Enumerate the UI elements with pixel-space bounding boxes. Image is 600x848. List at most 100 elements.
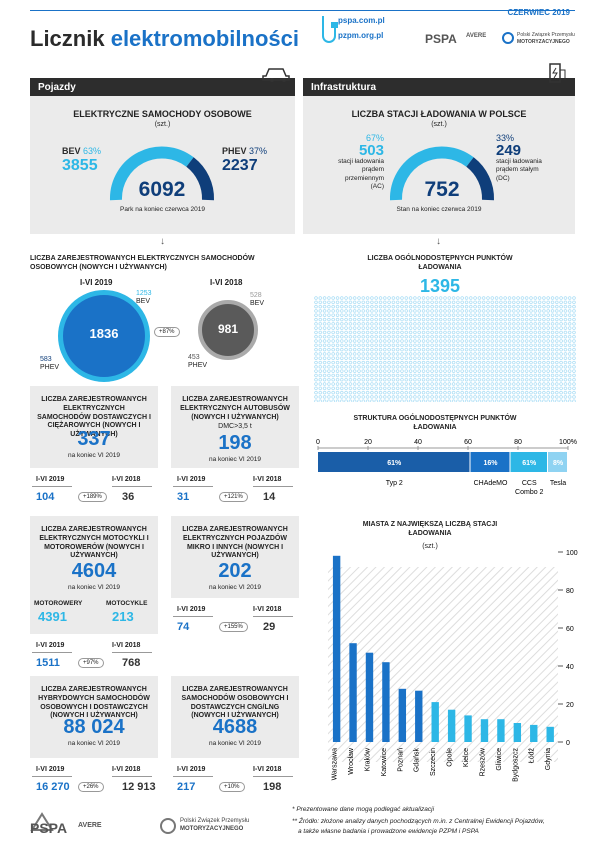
stations-gauge [389, 146, 494, 201]
card-title: LICZBA ZAREJESTROWANYCH SAMOCHODÓW OSOBO… [181, 686, 289, 720]
card-growth: +10% [219, 782, 245, 792]
card-title: LICZBA ZAREJESTROWANYCH HYBRYDOWYCH SAMO… [38, 686, 150, 720]
registered-year-2019: I-VI 2019 [80, 278, 113, 287]
ac-pct: 67% [365, 133, 384, 143]
cities-bar [497, 719, 505, 742]
structure-tick: 40 [414, 439, 422, 446]
dc-pct: 33% [496, 133, 515, 143]
logo-pzpm-line2: MOTORYZACYJNEGO [517, 39, 570, 45]
registered-year-2018: I-VI 2018 [210, 278, 243, 287]
card-year2: I-VI 2018 [112, 766, 141, 773]
card-year2: I-VI 2018 [253, 766, 282, 773]
structure-segment-label: 61% [387, 460, 402, 467]
card-note: na koniec VI 2019 [208, 584, 262, 591]
cars-unit: (szt.) [154, 121, 171, 128]
bev-2018: 528 [250, 292, 262, 299]
stat-card [171, 386, 299, 468]
cities-title: MIASTA Z NAJWIĘKSZĄ LICZBĄ STACJI ŁADOWA… [362, 521, 498, 538]
panel-stations [303, 96, 575, 234]
gauge-phev-arc [186, 157, 214, 201]
structure-segment-label: 16% [483, 460, 498, 467]
cities-label: Warszawa [332, 748, 339, 781]
card-year1: I-VI 2019 [177, 766, 206, 773]
stat-card [171, 676, 299, 758]
header-rule [30, 10, 575, 11]
cities-label: Wrocław [348, 747, 355, 775]
cities-ytick: 20 [566, 702, 574, 709]
divider [112, 776, 152, 777]
cities-ytick: 80 [566, 588, 574, 595]
registered-2018-value: 981 [217, 322, 239, 336]
cities-bar [382, 662, 390, 742]
footer-logo-avere: AVERE [78, 822, 102, 829]
cities-label: Bydgoszcz [512, 748, 519, 782]
structure-tick: 0 [316, 439, 320, 446]
stations-total-note: Stan na koniec czerwca 2019 [396, 206, 482, 213]
structure-segment [318, 452, 470, 472]
card-year1: I-VI 2019 [36, 766, 65, 773]
card-growth: +155% [219, 622, 248, 632]
phev-2018: 453 [188, 354, 200, 361]
card-title: LICZBA ZAREJESTROWANYCH ELEKTRYCZNYCH SA… [37, 396, 151, 438]
card-value2: 768 [122, 657, 141, 669]
ac-value: 503 [358, 142, 384, 159]
points-value: 1395 [419, 276, 461, 296]
card-growth: +97% [78, 658, 104, 668]
card-note: na koniec VI 2019 [67, 452, 121, 459]
footer-note1: * Prezentowane dane mogą podlegać aktual… [292, 806, 435, 813]
registered-2019-value: 1836 [89, 326, 119, 341]
cities-ytick: 100 [566, 550, 578, 557]
circle-2019 [58, 290, 150, 382]
divider [112, 652, 152, 653]
report-date: CZERWIEC 2019 [507, 8, 570, 17]
cities-label: Kielce [463, 748, 470, 767]
divider [253, 616, 293, 617]
phev-2019-label: PHEV [40, 364, 60, 371]
cities-bar [415, 690, 423, 742]
plug-icon [320, 14, 338, 43]
cities-bar [530, 724, 538, 742]
cities-label: Opole [447, 748, 454, 767]
bev-2019-label: BEV [136, 298, 151, 305]
card-growth: +26% [78, 782, 104, 792]
structure-segment [510, 452, 547, 472]
section-label-vehicles: Pojazdy [38, 82, 76, 93]
url-pspa[interactable]: pspa.com.pl [338, 16, 385, 25]
cities-bar [546, 726, 554, 742]
cars-gauge [109, 146, 214, 201]
stations-title: LICZBA STACJI ŁADOWANIA W POLSCE [351, 109, 527, 119]
stat-card [30, 676, 158, 758]
card-value: 4688 [212, 716, 258, 738]
cities-bar [431, 702, 439, 742]
cities-bar [464, 715, 472, 742]
structure-segment-name: CCS [522, 480, 537, 487]
stat-card [30, 516, 158, 634]
divider [32, 776, 72, 777]
cities-label: Rzeszów [479, 747, 486, 776]
cities-label: Łódź [529, 748, 536, 764]
card-sub2-value: 213 [112, 609, 134, 624]
pspa-footer-logo [30, 812, 54, 831]
cities-label: Kraków [364, 747, 371, 771]
bev-label: BEV [62, 146, 81, 156]
card-value2: 36 [122, 491, 135, 503]
card-year1: I-VI 2019 [36, 642, 65, 649]
structure-chart: 0 20 40 60 80 100% 61% Typ 2 16% CHAdeMO 61% CCS Com… [316, 439, 577, 496]
url-pzpm[interactable]: pzpm.org.pl [338, 31, 384, 40]
divider [173, 776, 213, 777]
card-value2: 198 [263, 781, 282, 793]
card-value: 337 [77, 428, 111, 450]
structure-segment-label: 61% [522, 460, 537, 467]
footer-pzpm-line2: MOTORYZACYJNEGO [180, 826, 244, 832]
phev-2019: 583 [40, 356, 52, 363]
stations-total: 752 [424, 178, 460, 201]
cities-label: Szczecin [430, 748, 437, 776]
bev-2019: 1253 [136, 290, 152, 297]
section-label-infra: Infrastruktura [311, 82, 377, 93]
title-part2: elektromobilności [110, 26, 299, 51]
structure-segment-name: Typ 2 [386, 480, 403, 487]
card-growth: +189% [78, 492, 107, 502]
cars-total-note: Park na koniec czerwca 2019 [120, 206, 205, 213]
card-year2: I-VI 2018 [112, 476, 141, 483]
cars-title: ELEKTRYCZNE SAMOCHODY OSOBOWE [73, 109, 252, 119]
